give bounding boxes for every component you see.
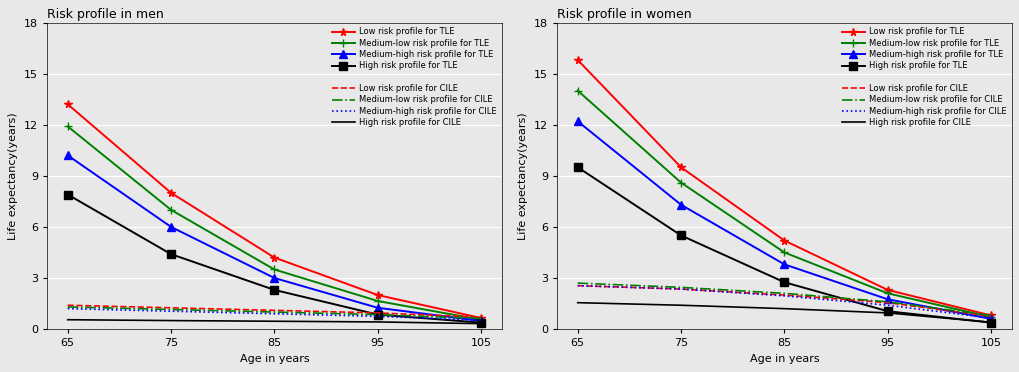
Text: Risk profile in women: Risk profile in women [556,8,691,21]
Y-axis label: Life expectancy(years): Life expectancy(years) [8,112,18,240]
Text: Risk profile in men: Risk profile in men [47,8,164,21]
X-axis label: Age in years: Age in years [749,354,818,364]
Legend: Low risk profile for TLE, Medium-low risk profile for TLE, Medium-high risk prof: Low risk profile for TLE, Medium-low ris… [838,24,1009,131]
X-axis label: Age in years: Age in years [239,354,309,364]
Y-axis label: Life expectancy(years): Life expectancy(years) [518,112,528,240]
Legend: Low risk profile for TLE, Medium-low risk profile for TLE, Medium-high risk prof: Low risk profile for TLE, Medium-low ris… [328,24,499,131]
